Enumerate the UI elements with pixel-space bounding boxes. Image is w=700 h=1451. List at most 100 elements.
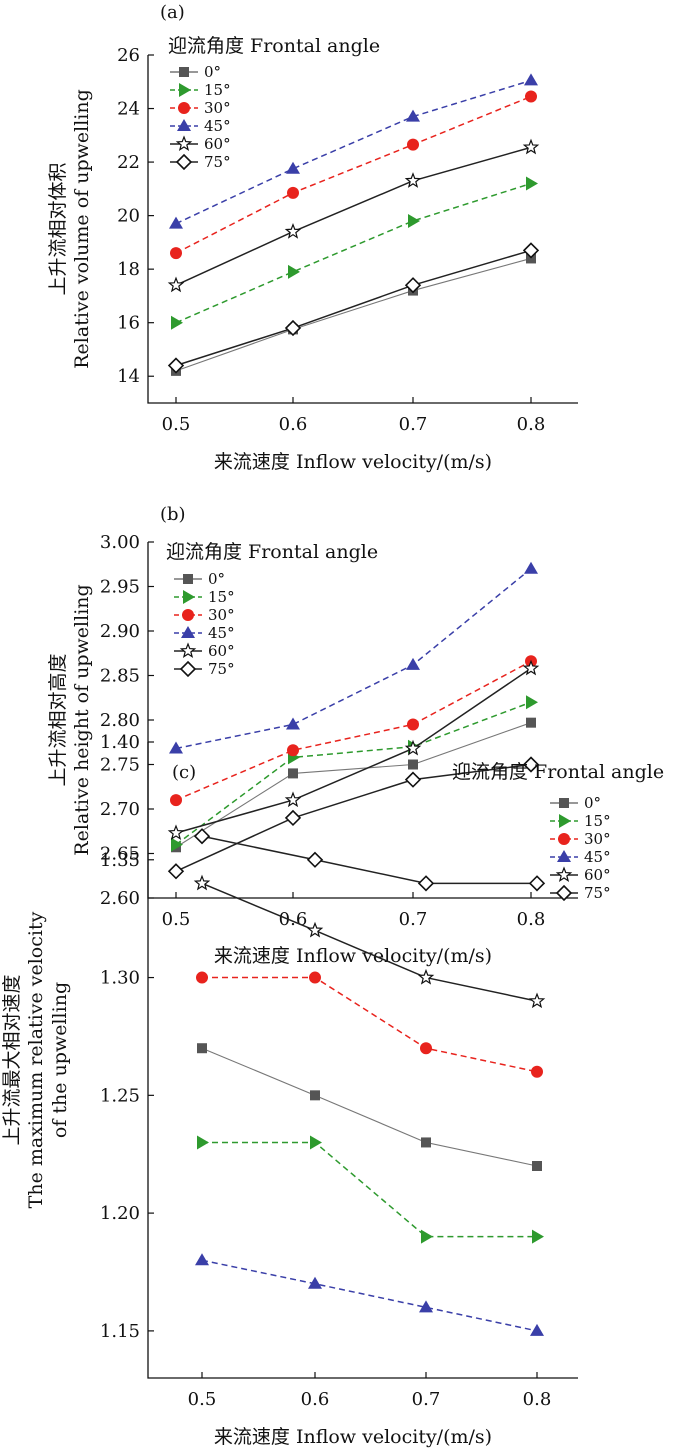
chart-panel-3: 1.15 1.20 1.25 1.30 1.35 1.40 0.5 0.6 0.7 0.8 (c) 来…: [1, 732, 664, 1448]
x-tick-label: 0.8: [517, 909, 546, 930]
legend-item: 45°: [550, 848, 611, 866]
x-tick-label: 0.7: [399, 414, 428, 435]
series-4: [167, 138, 540, 293]
legend-marker: [559, 814, 571, 828]
axes-frame: [147, 55, 578, 404]
legend-marker: [183, 590, 195, 604]
legend-item: 0°: [170, 63, 221, 81]
x-tick-label: 0.7: [399, 909, 428, 930]
y-tick-label: 2.75: [100, 755, 140, 776]
data-point: [171, 315, 183, 330]
data-point: [417, 875, 435, 892]
series-0: [197, 1043, 542, 1171]
data-point: [408, 213, 420, 228]
legend-label: 45°: [204, 117, 231, 135]
data-point: [419, 1300, 433, 1313]
legend-item: 45°: [170, 117, 231, 135]
data-point: [404, 739, 422, 756]
x-tick-label: 0.8: [523, 1389, 552, 1410]
series-line: [175, 763, 532, 872]
legend-label: 0°: [204, 63, 221, 81]
data-point: [288, 768, 298, 779]
y-axis-label: 上升流相对高度: [47, 653, 69, 786]
data-point: [421, 1137, 431, 1148]
data-point: [170, 794, 182, 807]
y-tick-label: 1.30: [100, 968, 140, 989]
legend-label: 45°: [584, 848, 611, 866]
y-tick-label: 18: [117, 259, 140, 280]
y-axis-label: Relative height of upwelling: [71, 584, 93, 855]
data-point: [286, 717, 300, 730]
legend-item: 15°: [170, 81, 231, 99]
y-tick-label: 1.20: [100, 1203, 140, 1224]
data-point: [408, 759, 418, 770]
legend-marker: [181, 626, 195, 638]
data-point: [528, 875, 546, 892]
data-point: [167, 863, 185, 880]
series-line: [175, 660, 532, 801]
y-tick-label: 22: [117, 152, 140, 173]
data-point: [167, 276, 185, 293]
legend-marker: [179, 642, 197, 659]
data-point: [197, 1043, 207, 1054]
panel-label: (b): [160, 504, 186, 525]
x-axis-label: 来流速度 Inflow velocity/(m/s): [214, 451, 492, 473]
legend-marker: [555, 884, 573, 902]
data-point: [288, 264, 300, 279]
legend-label: 60°: [208, 642, 235, 660]
y-tick-label: 2.65: [100, 844, 140, 865]
legend-marker: [179, 67, 189, 77]
panel-label: (a): [160, 2, 185, 23]
data-point: [308, 1276, 322, 1289]
x-tick-label: 0.6: [301, 1389, 330, 1410]
series-3: [169, 561, 538, 754]
data-point: [526, 717, 536, 728]
legend-item: 30°: [170, 99, 231, 117]
data-point: [522, 138, 540, 155]
data-point: [197, 1135, 209, 1150]
series-line: [175, 95, 532, 254]
x-tick-label: 0.5: [188, 1389, 217, 1410]
data-point: [167, 824, 185, 841]
data-point: [287, 186, 299, 199]
data-point: [522, 756, 540, 773]
data-point: [310, 1090, 320, 1101]
legend-marker: [555, 866, 573, 883]
legend-label: 30°: [204, 99, 231, 117]
legend-marker: [179, 83, 191, 97]
y-tick-label: 24: [117, 99, 140, 120]
series-2: [170, 655, 537, 807]
data-point: [524, 561, 538, 574]
legend-label: 15°: [204, 81, 231, 99]
data-point: [526, 695, 538, 710]
series-line: [175, 182, 532, 324]
data-point: [193, 874, 211, 891]
x-tick-label: 0.5: [162, 414, 191, 435]
axes-frame: [147, 742, 578, 1379]
legend-marker: [557, 850, 571, 862]
y-tick-label: 2.90: [100, 621, 140, 642]
series-line: [201, 1047, 538, 1167]
legend-item: 75°: [174, 660, 235, 678]
series-5: [167, 756, 540, 880]
data-point: [170, 247, 182, 260]
series-1: [197, 1135, 544, 1244]
data-point: [532, 1161, 542, 1171]
data-point: [522, 659, 540, 676]
legend-label: 60°: [204, 135, 231, 153]
y-axis-label: of the upwelling: [49, 982, 71, 1138]
series-line: [202, 976, 538, 1073]
data-point: [287, 744, 299, 757]
legend-item: 15°: [550, 812, 611, 830]
legend-item: 60°: [170, 135, 231, 153]
legend-marker: [179, 660, 197, 678]
data-point: [306, 921, 324, 938]
series-line: [175, 146, 532, 286]
y-tick-label: 3.00: [100, 532, 140, 553]
y-tick-label: 1.35: [100, 850, 140, 871]
y-axis-label: The maximum relative velocity: [25, 911, 47, 1208]
series-4: [167, 659, 540, 841]
data-point: [417, 968, 435, 985]
series-line: [175, 257, 532, 372]
